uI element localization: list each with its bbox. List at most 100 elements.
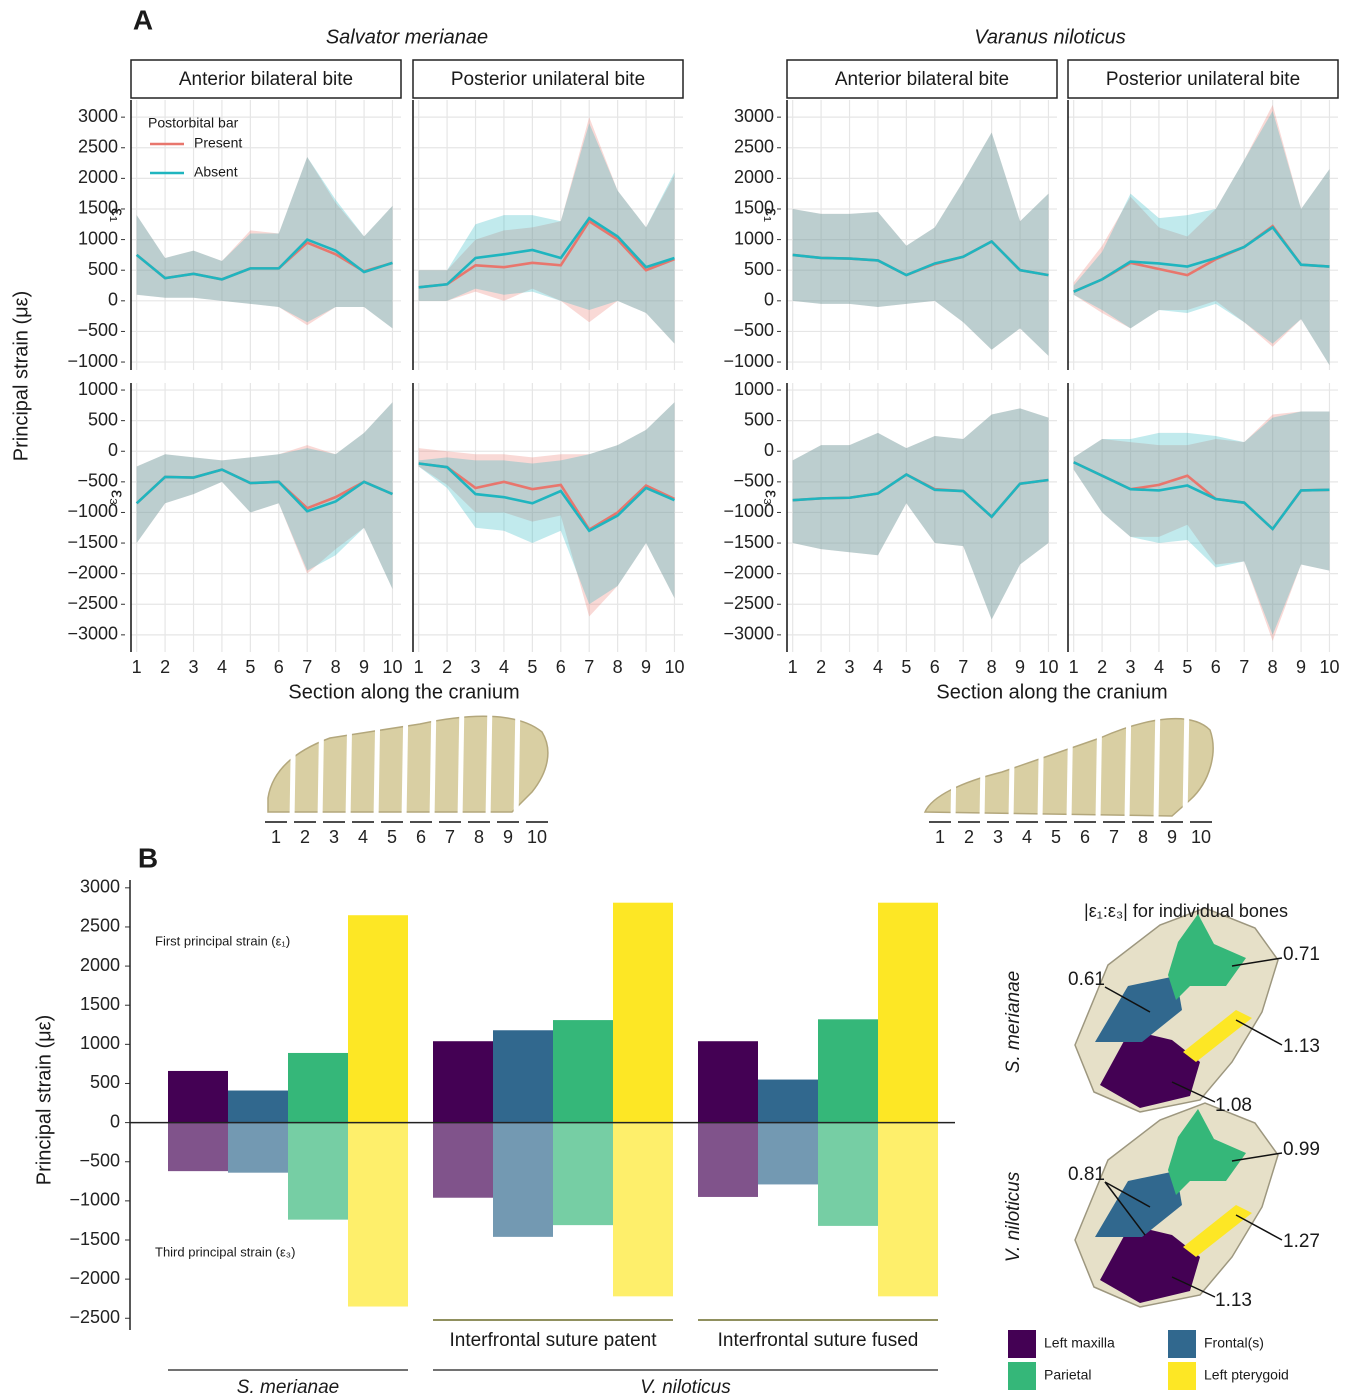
line <box>792 239 1049 277</box>
y-tick-label: −500 <box>733 471 774 491</box>
x-tick-label: 3 <box>189 657 199 677</box>
y-tick-label: −2000 <box>69 1268 120 1288</box>
section-label: 7 <box>1109 827 1119 847</box>
x-tick-label: 4 <box>873 657 883 677</box>
ribbon <box>136 156 393 329</box>
x-tick-label: 10 <box>664 657 684 677</box>
y-tick-label: 1000 <box>78 379 118 399</box>
legend-label: Present <box>194 135 242 151</box>
ratio-label: 0.99 <box>1283 1139 1320 1160</box>
x-axis-title: Section along the cranium <box>936 681 1167 703</box>
ratio-label: 0.61 <box>1068 969 1105 990</box>
y-tick-label: 500 <box>744 259 774 279</box>
panel-background <box>413 100 683 370</box>
panel-label: B <box>138 842 158 873</box>
x-tick-label: 6 <box>930 657 940 677</box>
legend-swatch <box>1008 1362 1036 1390</box>
bone-patch <box>1100 1225 1200 1303</box>
section-label: 1 <box>935 827 945 847</box>
ribbon <box>1073 111 1330 366</box>
y-tick-label: 500 <box>744 409 774 429</box>
skull-illustration <box>267 699 1214 821</box>
y-tick-label: −1000 <box>69 1190 120 1210</box>
panel-label: A <box>133 4 153 35</box>
x-tick-label: 4 <box>217 657 227 677</box>
x-tick-label: 10 <box>1038 657 1058 677</box>
section-label: 3 <box>329 827 339 847</box>
x-tick-label: 9 <box>1015 657 1025 677</box>
bone-patch <box>1100 1030 1200 1108</box>
section-label: 2 <box>300 827 310 847</box>
bar <box>433 1041 493 1123</box>
section-label: 10 <box>1191 827 1211 847</box>
strip <box>412 59 684 99</box>
strip-label: Anterior bilateral bite <box>835 69 1009 90</box>
row-label: ε₃ <box>761 490 781 505</box>
x-tick-label: 6 <box>556 657 566 677</box>
ratio-label: 0.71 <box>1283 944 1320 965</box>
ribbon <box>1073 411 1330 635</box>
bar <box>818 1019 878 1123</box>
x-tick-label: 4 <box>1154 657 1164 677</box>
y-tick-label: 3000 <box>78 106 118 126</box>
section-label: 4 <box>1022 827 1032 847</box>
x-tick-label: 4 <box>499 657 509 677</box>
x-tick-label: 6 <box>1211 657 1221 677</box>
facet <box>130 383 401 652</box>
x-tick-label: 2 <box>442 657 452 677</box>
leader-line <box>1231 957 1283 967</box>
bar <box>433 1122 493 1198</box>
x-tick-label: 5 <box>527 657 537 677</box>
y-tick-label: −3000 <box>723 624 774 644</box>
ribbon <box>418 123 675 344</box>
row-label: ε₃ <box>107 490 127 505</box>
y-tick-label: 500 <box>88 409 118 429</box>
x-tick-label: 1 <box>414 657 424 677</box>
bar <box>553 1020 613 1123</box>
y-tick-label: −500 <box>79 1150 120 1170</box>
row-label: ε₁ <box>107 208 127 222</box>
panel-background <box>1068 100 1338 370</box>
y-tick-label: −1000 <box>67 351 118 371</box>
y-tick-label: −1500 <box>67 532 118 552</box>
panel-background <box>1068 383 1338 652</box>
bone-patch <box>1095 1171 1182 1237</box>
bar <box>228 1122 288 1173</box>
panel-background <box>413 383 683 652</box>
legend-label: Parietal <box>1044 1367 1091 1383</box>
y-axis-title: Principal strain (με) <box>10 291 32 461</box>
y-axis-title: Principal strain (με) <box>33 1015 55 1185</box>
section-label: 5 <box>387 827 397 847</box>
leader-line <box>1235 1019 1283 1046</box>
bone-patch <box>1168 914 1246 1000</box>
y-tick-label: −500 <box>733 320 774 340</box>
ribbon <box>792 132 1049 356</box>
x-tick-label: 3 <box>471 657 481 677</box>
x-tick-label: 10 <box>1319 657 1339 677</box>
y-tick-label: 2500 <box>78 137 118 157</box>
y-tick-label: 1000 <box>80 1033 120 1053</box>
legend-swatch <box>1008 1330 1036 1358</box>
x-axis-title: Section along the cranium <box>288 681 519 703</box>
y-tick-label: −1000 <box>67 501 118 521</box>
y-tick-label: −2500 <box>67 593 118 613</box>
section-label: 6 <box>416 827 426 847</box>
bar <box>288 1122 348 1220</box>
bar <box>228 1090 288 1123</box>
leader-line <box>1231 1152 1283 1162</box>
y-tick-label: 0 <box>108 440 118 460</box>
strip <box>1067 59 1339 99</box>
x-tick-label: 1 <box>788 657 798 677</box>
bar <box>288 1052 348 1123</box>
strip-label: Anterior bilateral bite <box>179 69 353 90</box>
bar <box>553 1122 613 1226</box>
line <box>1073 225 1330 293</box>
bar <box>348 915 408 1123</box>
legend-label: Left pterygoid <box>1204 1367 1289 1383</box>
facet <box>1067 383 1338 652</box>
section-label: 1 <box>271 827 281 847</box>
bar <box>698 1122 758 1197</box>
leader-line <box>1171 1081 1216 1103</box>
y-tick-label: −1500 <box>723 532 774 552</box>
